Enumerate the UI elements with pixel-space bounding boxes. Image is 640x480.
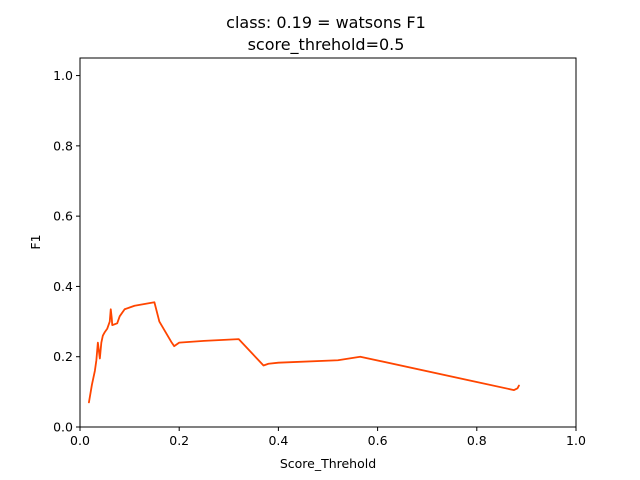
series-line	[88, 301, 520, 404]
y-tick-label: 0.8	[53, 138, 73, 153]
x-tick-label: 0.6	[368, 433, 388, 448]
x-tick-label: 0.4	[268, 433, 288, 448]
y-tick-label: 1.0	[53, 68, 73, 83]
chart-subtitle: score_threhold=0.5	[248, 35, 405, 55]
chart-title: class: 0.19 = watsons F1	[226, 13, 426, 32]
x-tick-label: 1.0	[566, 433, 586, 448]
x-tick-label: 0.0	[70, 433, 90, 448]
y-tick-label: 0.6	[53, 209, 73, 224]
x-axis: 0.0 0.2 0.4 0.6 0.8 1.0	[70, 427, 586, 448]
series-layer	[88, 301, 520, 404]
plot-area	[80, 58, 576, 427]
x-tick-label: 0.2	[169, 433, 189, 448]
y-tick-label: 0.2	[53, 349, 73, 364]
y-tick-label: 0.0	[53, 420, 73, 435]
y-tick-label: 0.4	[53, 279, 73, 294]
plot-frame	[79, 57, 577, 428]
y-axis-label: F1	[28, 234, 43, 249]
y-axis: 0.0 0.2 0.4 0.6 0.8 1.0	[53, 68, 80, 435]
x-axis-label: Score_Threhold	[280, 456, 376, 471]
x-tick-label: 0.8	[467, 433, 487, 448]
